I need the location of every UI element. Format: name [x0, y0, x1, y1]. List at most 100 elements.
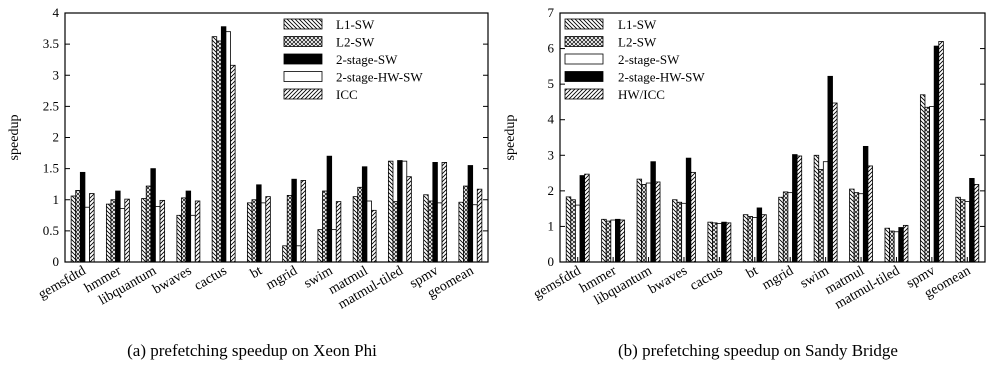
bar-2-stage-hw-sw-matmul-tiled [898, 227, 904, 263]
bar-2-stage-hw-sw-mgrid [792, 154, 798, 263]
bar-l1-sw-swim [317, 229, 323, 263]
x-tick-label-mgrid: mgrid [760, 263, 796, 293]
bar-l1-sw-swim [813, 154, 820, 263]
bar-icc-bwaves [194, 200, 201, 263]
bar-l2-sw-hmmer [110, 199, 116, 263]
legend-swatch [283, 53, 323, 65]
bar-2-stage-sw-geomean [964, 201, 970, 263]
y-tick-label: 2.5 [43, 98, 59, 113]
bar-2-stage-hw-sw-gemsfdtd [579, 175, 586, 263]
y-tick-label: 0 [548, 254, 555, 269]
bar-2-stage-hw-sw-spmv [933, 45, 940, 263]
bar-l1-sw-cactus [707, 221, 713, 263]
legend-label: 2-stage-HW-SW [336, 70, 423, 85]
bar-l2-sw-spmv [427, 200, 434, 263]
bar-2-stage-hw-sw-bt [260, 202, 267, 263]
bar-2-stage-hw-sw-spmv [437, 202, 443, 263]
bar-2-stage-sw-bt [752, 217, 758, 263]
bar-2-stage-hw-sw-swim [331, 229, 337, 263]
bar-l1-sw-bt [246, 202, 253, 263]
bar-2-stage-sw-gemsfdtd [575, 204, 581, 263]
legend-swatch [564, 53, 604, 65]
bar-l2-sw-libquantum [145, 185, 152, 263]
chart-sandy-bridge: 01234567gemsfdtdhmmerlibquantumbwavescac… [503, 5, 986, 360]
x-tick-label-bwaves: bwaves [646, 263, 690, 297]
bar-hw-icc-spmv [938, 41, 944, 263]
bar-2-stage-hw-sw-gemsfdtd [84, 206, 90, 263]
bar-l1-sw-matmul-tiled [387, 160, 394, 263]
bar-l1-sw-hmmer [601, 218, 607, 263]
bar-icc-swim [335, 201, 342, 263]
bar-l1-sw-gemsfdtd [565, 196, 572, 263]
bar-l2-sw-libquantum [641, 184, 647, 263]
bar-2-stage-sw-bt [256, 184, 262, 263]
bar-icc-mgrid [300, 180, 307, 263]
bar-l2-sw-matmul-tiled [889, 230, 895, 263]
bar-2-stage-sw-hmmer [115, 190, 121, 263]
bar-l1-sw-matmul [352, 196, 359, 263]
legend-label: L2-SW [618, 35, 657, 50]
y-tick-label: 6 [548, 41, 555, 56]
bar-hw-icc-gemsfdtd [584, 173, 590, 263]
legend-swatch [283, 88, 323, 100]
chart-xeon-phi: 00.511.522.533.54gemsfdtdhmmerlibquantum… [7, 5, 489, 360]
legend-swatch [283, 71, 323, 82]
bar-l2-sw-geomean [463, 185, 469, 263]
bar-2-stage-sw-matmul [858, 193, 864, 263]
legend-label: L1-SW [336, 17, 375, 32]
bar-l2-sw-cactus [712, 222, 718, 263]
bar-2-stage-hw-sw-swim [827, 75, 833, 263]
bar-icc-bt [265, 196, 271, 263]
legend-label: L2-SW [336, 35, 375, 50]
y-axis-title: speedup [7, 115, 22, 161]
bar-2-stage-hw-sw-matmul-tiled [401, 160, 408, 263]
legend-label: 2-stage-SW [336, 52, 398, 67]
bar-l2-sw-geomean [959, 199, 966, 263]
bar-l2-sw-gemsfdtd [570, 199, 576, 263]
bar-l1-sw-bwaves [672, 199, 678, 263]
bar-l1-sw-bwaves [176, 214, 182, 263]
bar-2-stage-sw-libquantum [645, 182, 652, 263]
bar-2-stage-sw-hmmer [610, 219, 616, 263]
y-tick-label: 0.5 [43, 223, 59, 238]
bar-hw-icc-cactus [725, 222, 732, 263]
y-tick-label: 1.5 [43, 161, 59, 176]
bar-2-stage-sw-swim [326, 155, 333, 263]
y-tick-label: 2 [53, 130, 60, 145]
bar-2-stage-hw-sw-mgrid [296, 245, 302, 263]
bar-l2-sw-cactus [216, 40, 222, 263]
bar-l2-sw-spmv [924, 106, 930, 263]
bar-icc-matmul [371, 209, 377, 263]
bar-2-stage-sw-cactus [716, 223, 723, 263]
bar-l1-sw-libquantum [141, 198, 147, 263]
legend-swatch [564, 88, 604, 100]
x-tick-label-bt: bt [744, 263, 761, 281]
bar-l2-sw-matmul [853, 192, 860, 263]
x-tick-label-cactus: cactus [192, 263, 230, 293]
bar-2-stage-hw-sw-geomean [472, 204, 478, 263]
bar-l1-sw-spmv [423, 194, 429, 263]
bar-icc-geomean [476, 188, 483, 263]
y-axis-title: speedup [503, 115, 518, 161]
bar-l2-sw-swim [818, 169, 824, 263]
bar-2-stage-hw-sw-libquantum [155, 206, 161, 263]
bar-2-stage-sw-bwaves [681, 202, 687, 263]
bar-l2-sw-mgrid [286, 194, 293, 263]
bar-2-stage-sw-mgrid [291, 178, 297, 263]
y-tick-label: 3.5 [43, 36, 59, 51]
y-tick-label: 4 [548, 112, 555, 127]
bar-l1-sw-matmul [849, 188, 855, 263]
bar-l1-sw-geomean [955, 196, 961, 263]
bar-2-stage-hw-sw-geomean [969, 178, 975, 263]
legend-label: L1-SW [618, 17, 657, 32]
x-tick-label-mgrid: mgrid [264, 263, 300, 293]
x-tick-label-bt: bt [248, 263, 265, 281]
bar-icc-hmmer [124, 198, 130, 263]
bar-l1-sw-libquantum [636, 178, 643, 263]
bar-l1-sw-gemsfdtd [70, 195, 77, 263]
bar-2-stage-sw-mgrid [787, 192, 793, 263]
bar-l2-sw-bwaves [676, 201, 683, 263]
legend-label: HW/ICC [618, 87, 665, 102]
bar-l1-sw-hmmer [105, 203, 112, 263]
bar-2-stage-hw-sw-bt [756, 207, 763, 263]
